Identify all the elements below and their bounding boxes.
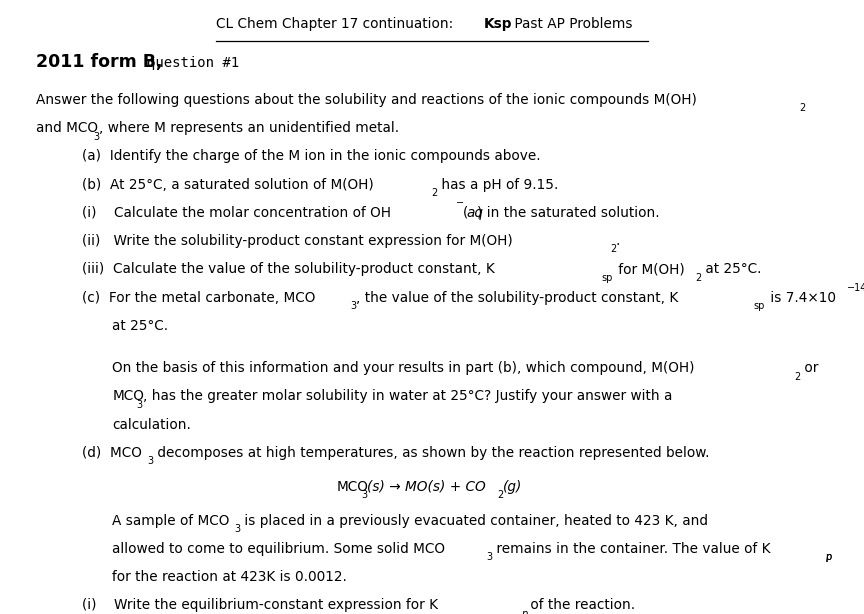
Text: −: − bbox=[455, 198, 464, 208]
Text: at 25°C.: at 25°C. bbox=[112, 319, 168, 333]
Text: for M(OH): for M(OH) bbox=[613, 262, 684, 276]
Text: (ii)   Write the solubility-product constant expression for M(OH): (ii) Write the solubility-product consta… bbox=[82, 234, 513, 248]
Text: 2: 2 bbox=[795, 371, 801, 381]
Text: 2: 2 bbox=[431, 188, 437, 198]
Text: p: p bbox=[521, 609, 527, 614]
Text: , has the greater molar solubility in water at 25°C? Justify your answer with a: , has the greater molar solubility in wa… bbox=[143, 389, 672, 403]
Text: (b)  At 25°C, a saturated solution of M(OH): (b) At 25°C, a saturated solution of M(O… bbox=[82, 177, 374, 192]
Text: for the reaction at 423K is 0.0012.: for the reaction at 423K is 0.0012. bbox=[112, 570, 347, 584]
Text: , where M represents an unidentified metal.: , where M represents an unidentified met… bbox=[99, 121, 399, 135]
Text: 2: 2 bbox=[497, 490, 503, 500]
Text: A sample of MCO: A sample of MCO bbox=[112, 514, 230, 527]
Text: remains in the container. The value of K: remains in the container. The value of K bbox=[492, 542, 771, 556]
Text: , the value of the solubility-product constant, K: , the value of the solubility-product co… bbox=[356, 290, 678, 305]
Text: −14: −14 bbox=[847, 282, 864, 292]
Text: Ksp: Ksp bbox=[484, 17, 512, 31]
Text: 3: 3 bbox=[234, 524, 240, 534]
Text: MCO: MCO bbox=[112, 389, 144, 403]
Text: 2: 2 bbox=[610, 244, 616, 254]
Text: (g): (g) bbox=[503, 480, 522, 494]
Text: Answer the following questions about the solubility and reactions of the ionic c: Answer the following questions about the… bbox=[36, 93, 697, 107]
Text: ) in the saturated solution.: ) in the saturated solution. bbox=[477, 206, 660, 220]
Text: (i)    Calculate the molar concentration of OH: (i) Calculate the molar concentration of… bbox=[82, 206, 391, 220]
Text: (: ( bbox=[462, 206, 467, 220]
Text: (i)    Write the equilibrium-constant expression for K: (i) Write the equilibrium-constant expre… bbox=[82, 599, 438, 612]
Text: p: p bbox=[825, 553, 831, 562]
Text: 3: 3 bbox=[137, 400, 143, 410]
Text: MCO: MCO bbox=[337, 480, 369, 494]
Text: sp: sp bbox=[602, 273, 613, 282]
Text: 3: 3 bbox=[93, 131, 99, 141]
Text: On the basis of this information and your results in part (b), which compound, M: On the basis of this information and you… bbox=[112, 361, 695, 375]
Text: 2: 2 bbox=[800, 103, 806, 113]
Text: 2011 form B,: 2011 form B, bbox=[36, 53, 162, 71]
Text: has a pH of 9.15.: has a pH of 9.15. bbox=[437, 177, 558, 192]
Text: 3: 3 bbox=[361, 490, 367, 500]
Text: aq: aq bbox=[466, 206, 483, 220]
Text: 3: 3 bbox=[486, 553, 492, 562]
Text: (d)  MCO: (d) MCO bbox=[82, 446, 142, 460]
Text: question #1: question #1 bbox=[147, 56, 239, 70]
Text: (iii)  Calculate the value of the solubility-product constant, K: (iii) Calculate the value of the solubil… bbox=[82, 262, 495, 276]
Text: .: . bbox=[616, 234, 620, 248]
Text: of the reaction.: of the reaction. bbox=[526, 599, 636, 612]
Text: (s) → MO(s) + CO: (s) → MO(s) + CO bbox=[367, 480, 486, 494]
Text: sp: sp bbox=[754, 301, 766, 311]
Text: 2: 2 bbox=[695, 273, 701, 282]
Text: 3: 3 bbox=[147, 456, 153, 466]
Text: decomposes at high temperatures, as shown by the reaction represented below.: decomposes at high temperatures, as show… bbox=[153, 446, 709, 460]
Text: and MCO: and MCO bbox=[36, 121, 98, 135]
Text: (c)  For the metal carbonate, MCO: (c) For the metal carbonate, MCO bbox=[82, 290, 315, 305]
Text: is placed in a previously evacuated container, heated to 423 K, and: is placed in a previously evacuated cont… bbox=[240, 514, 708, 527]
Text: 3: 3 bbox=[350, 301, 356, 311]
Text: calculation.: calculation. bbox=[112, 418, 191, 432]
Text: at 25°C.: at 25°C. bbox=[701, 262, 761, 276]
Text: p: p bbox=[825, 553, 831, 562]
Text: Past AP Problems: Past AP Problems bbox=[510, 17, 632, 31]
Text: allowed to come to equilibrium. Some solid MCO: allowed to come to equilibrium. Some sol… bbox=[112, 542, 445, 556]
Text: CL Chem Chapter 17 continuation:: CL Chem Chapter 17 continuation: bbox=[216, 17, 458, 31]
Text: or: or bbox=[800, 361, 819, 375]
Text: is 7.4×10: is 7.4×10 bbox=[766, 290, 835, 305]
Text: (a)  Identify the charge of the M ion in the ionic compounds above.: (a) Identify the charge of the M ion in … bbox=[82, 149, 541, 163]
